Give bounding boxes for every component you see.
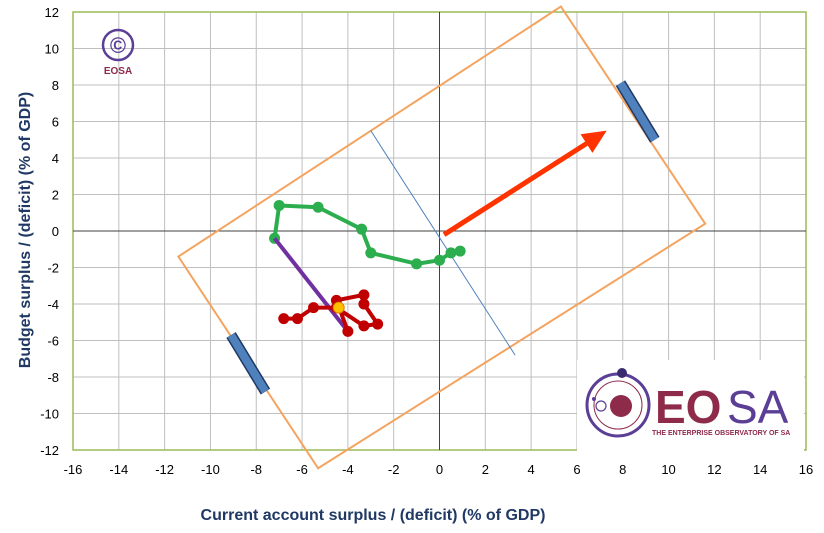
x-tick-label: -4 — [342, 462, 354, 477]
series-point — [445, 247, 457, 259]
x-tick-label: 8 — [619, 462, 626, 477]
series — [269, 199, 466, 337]
x-tick-label: 16 — [799, 462, 813, 477]
y-tick-label: -2 — [47, 261, 59, 276]
orbit-emblem-icon — [585, 368, 651, 438]
series-point — [358, 320, 370, 332]
y-tick-label: 6 — [52, 115, 59, 130]
arrow-head — [580, 130, 607, 153]
series-line — [273, 237, 350, 333]
series-point — [291, 313, 303, 325]
y-tick-label: 10 — [45, 42, 59, 57]
y-tick-label: 12 — [45, 5, 59, 20]
eosa-large-logo: EO SA THE ENTERPRISE OBSERVATORY OF SA — [577, 360, 804, 456]
y-tick-labels: -12 -10 -8 -6 -4 -2 0 2 4 6 8 10 12 — [40, 5, 59, 458]
series-point — [358, 298, 370, 310]
y-axis-title: Budget surplus / (deficit) (% of GDP) — [17, 92, 34, 368]
copyright-icon — [101, 28, 135, 62]
y-tick-label: -8 — [47, 370, 59, 385]
series-point — [358, 289, 370, 301]
x-tick-label: 12 — [707, 462, 721, 477]
y-tick-label: 2 — [52, 188, 59, 203]
x-tick-label: -2 — [388, 462, 400, 477]
band — [617, 81, 659, 142]
y-tick-label: 0 — [52, 224, 59, 239]
series-point — [454, 245, 466, 257]
x-tick-label: 2 — [482, 462, 489, 477]
x-tick-label: 0 — [436, 462, 443, 477]
y-tick-label: 8 — [52, 78, 59, 93]
y-tick-label: -12 — [40, 443, 59, 458]
x-tick-label: -10 — [201, 462, 220, 477]
series-point — [273, 199, 285, 211]
x-tick-label: 6 — [573, 462, 580, 477]
y-tick-label: -10 — [40, 407, 59, 422]
logo-tagline: THE ENTERPRISE OBSERVATORY OF SA — [652, 430, 790, 437]
x-tick-label: 14 — [753, 462, 767, 477]
series-point — [356, 223, 368, 235]
copyright-symbol: © — [110, 33, 126, 58]
frame-rectangle — [176, 5, 707, 470]
series-point — [342, 325, 354, 337]
x-tick-label: 10 — [661, 462, 675, 477]
x-tick-label: -8 — [250, 462, 262, 477]
x-axis-title: Current account surplus / (deficit) (% o… — [201, 507, 546, 524]
y-tick-label: -4 — [47, 297, 59, 312]
series-point — [434, 254, 445, 266]
series-point — [278, 313, 290, 325]
arrow-shaft — [442, 141, 588, 237]
series-line — [283, 292, 380, 333]
eosa-small-logo: © EOSA — [101, 28, 135, 77]
band — [227, 332, 269, 394]
x-tick-label: 4 — [528, 462, 535, 477]
series-point — [308, 302, 320, 314]
y-tick-label: -6 — [47, 334, 59, 349]
x-tick-label: -6 — [296, 462, 308, 477]
series-point — [372, 318, 384, 330]
logo-eo-text: EO — [655, 381, 721, 433]
x-tick-labels: -16 -14 -12 -10 -8 -6 -4 -2 0 2 4 6 8 10 12 14 16 — [64, 462, 814, 477]
highlight-point — [332, 301, 345, 314]
annotations — [176, 5, 707, 470]
x-tick-label: -12 — [155, 462, 174, 477]
y-tick-label: 4 — [52, 151, 59, 166]
series-point — [365, 247, 377, 259]
logo-sa-text: SA — [727, 381, 789, 433]
divider-line — [370, 130, 516, 356]
x-tick-label: -14 — [109, 462, 128, 477]
series-point — [312, 201, 324, 213]
x-tick-label: -16 — [64, 462, 83, 477]
small-logo-text: EOSA — [104, 66, 132, 77]
series-point — [411, 258, 423, 270]
